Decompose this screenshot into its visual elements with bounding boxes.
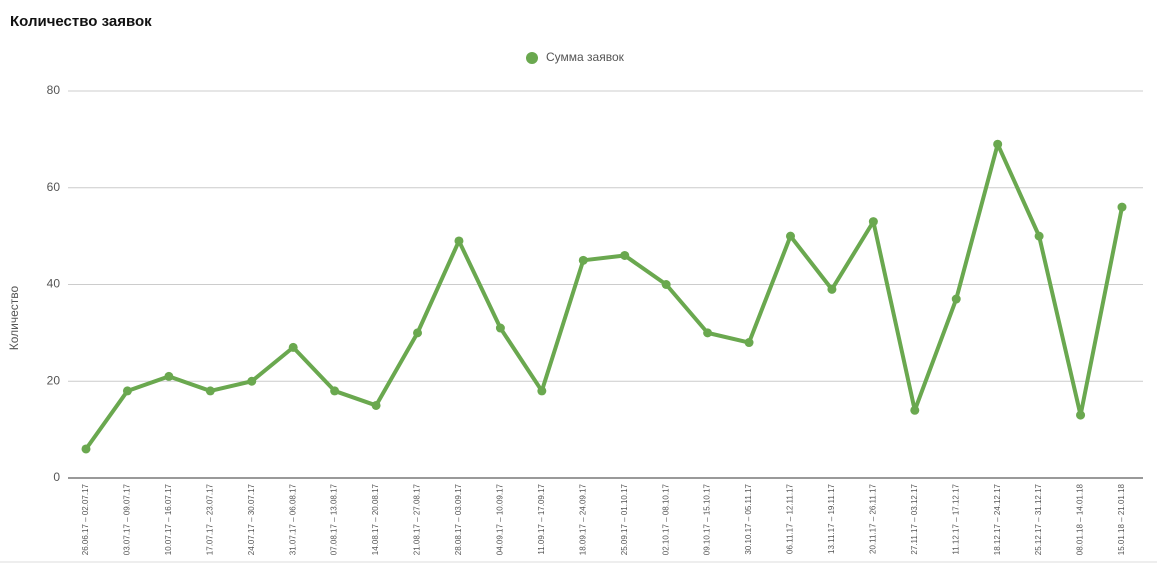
point [1034, 231, 1044, 241]
point [537, 386, 547, 396]
x-tick-label: 28.08.17 – 03.09.17 [454, 483, 463, 555]
legend-label: Сумма заявок [546, 50, 625, 64]
x-tick-label: 02.10.17 – 08.10.17 [661, 483, 670, 555]
x-tick-label: 09.10.17 – 15.10.17 [703, 483, 712, 555]
point [495, 323, 505, 333]
x-tick-label: 31.07.17 – 06.08.17 [288, 483, 297, 555]
point [578, 255, 588, 265]
y-tick-label: 40 [47, 277, 61, 291]
point [703, 328, 713, 338]
x-tick-label: 08.01.18 – 14.01.18 [1076, 483, 1085, 555]
point [868, 217, 878, 227]
x-tick-label: 11.09.17 – 17.09.17 [537, 483, 546, 554]
x-tick-label: 04.09.17 – 10.09.17 [496, 483, 505, 555]
x-tick-label: 25.09.17 – 01.10.17 [620, 483, 629, 555]
x-tick-label: 07.08.17 – 13.08.17 [330, 483, 339, 555]
legend-marker [526, 52, 538, 64]
x-tick-label: 30.10.17 – 05.11.17 [744, 483, 753, 554]
point [247, 376, 257, 386]
line [84, 142, 1124, 451]
x-tick-label: 27.11.17 – 03.12.17 [910, 483, 919, 554]
point [993, 139, 1003, 149]
x-tick-label: 10.07.17 – 16.07.17 [164, 483, 173, 555]
x-tick-label: 25.12.17 – 31.12.17 [1034, 483, 1043, 555]
x-tick-label: 06.11.17 – 12.11.17 [786, 483, 795, 554]
point [454, 236, 464, 246]
point [744, 338, 754, 348]
point [371, 400, 381, 410]
point [122, 386, 132, 396]
point [827, 284, 837, 294]
chart-title: Количество заявок [10, 13, 152, 30]
point [1117, 202, 1127, 212]
point [81, 444, 91, 454]
point [910, 405, 920, 415]
y-axis-label: Количество [7, 285, 21, 350]
point [785, 231, 795, 241]
point [164, 371, 174, 381]
y-tick-label: 80 [47, 83, 61, 97]
point [620, 250, 630, 260]
x-tick-label: 21.08.17 – 27.08.17 [413, 483, 422, 555]
point [413, 328, 423, 338]
x-tick-label: 20.11.17 – 26.11.17 [868, 483, 877, 554]
x-tick-label: 14.08.17 – 20.08.17 [371, 483, 380, 555]
point [205, 386, 215, 396]
x-tick-label: 11.12.17 – 17.12.17 [951, 483, 960, 554]
x-tick-label: 18.12.17 – 24.12.17 [993, 483, 1002, 555]
point [330, 386, 340, 396]
x-tick-label: 15.01.18 – 21.01.18 [1117, 483, 1126, 555]
point [661, 280, 671, 289]
x-tick-label: 26.06.17 – 02.07.17 [81, 483, 90, 555]
x-tick-label: 18.09.17 – 24.09.17 [578, 483, 587, 555]
x-tick-label: 17.07.17 – 23.07.17 [205, 483, 214, 555]
y-tick-label: 20 [47, 373, 61, 387]
x-tick-label: 03.07.17 – 09.07.17 [123, 483, 132, 555]
x-tick-label: 13.11.17 – 19.11.17 [827, 483, 836, 554]
point [288, 342, 298, 352]
y-tick-label: 0 [53, 470, 60, 484]
x-tick-label: 24.07.17 – 30.07.17 [247, 483, 256, 555]
point [1076, 410, 1086, 420]
y-tick-label: 60 [47, 180, 61, 194]
point [951, 294, 961, 304]
